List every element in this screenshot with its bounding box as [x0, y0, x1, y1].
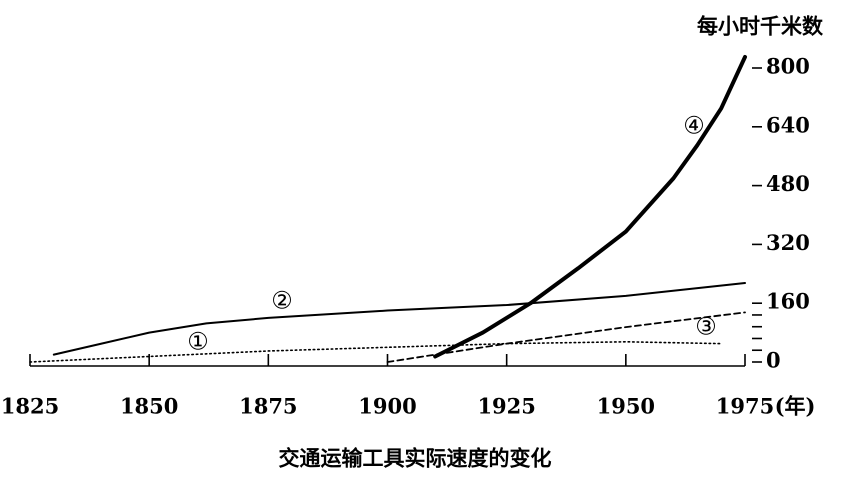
series-label: ④ — [683, 112, 705, 140]
y-tick-label: 0 — [766, 348, 781, 373]
x-tick-label: 1900 — [358, 394, 416, 419]
y-tick-label: 160 — [766, 289, 810, 314]
series-label: ① — [187, 328, 209, 356]
chart-title: 交通运输工具实际速度的变化 — [279, 446, 552, 471]
x-tick-label: 1975 — [716, 394, 774, 419]
series-line — [52, 281, 746, 356]
y-axis-label: 每小时千米数 — [697, 14, 824, 39]
series-label: ③ — [695, 313, 717, 341]
x-unit-label: (年) — [775, 394, 816, 419]
y-tick-label: 640 — [766, 112, 810, 137]
x-tick-label: 1950 — [597, 394, 655, 419]
series-label: ② — [271, 287, 293, 315]
y-tick-label: 320 — [766, 230, 810, 255]
x-tick-label: 1850 — [120, 394, 178, 419]
series-line — [433, 54, 747, 359]
y-tick-label: 800 — [766, 54, 810, 79]
series-line — [386, 311, 746, 363]
x-tick-label: 1825 — [1, 394, 59, 419]
series-line — [29, 340, 722, 363]
y-tick-label: 480 — [766, 171, 810, 196]
x-tick-label: 1875 — [239, 394, 297, 419]
x-tick-label: 1925 — [477, 394, 535, 419]
